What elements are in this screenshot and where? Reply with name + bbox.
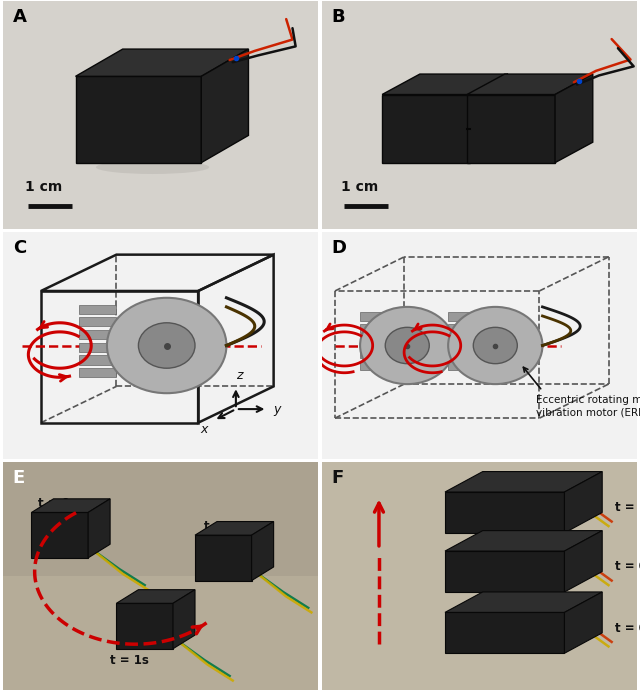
Polygon shape: [79, 330, 116, 339]
Polygon shape: [79, 343, 116, 352]
Ellipse shape: [474, 328, 517, 363]
Text: t = 0.5s: t = 0.5s: [615, 560, 640, 574]
Polygon shape: [448, 324, 479, 333]
Polygon shape: [31, 499, 110, 513]
Text: C: C: [13, 239, 26, 257]
Polygon shape: [195, 535, 252, 580]
Text: E: E: [13, 469, 25, 487]
Polygon shape: [360, 337, 392, 346]
Polygon shape: [445, 612, 564, 653]
Text: F: F: [332, 469, 344, 487]
Text: t = 1s: t = 1s: [615, 502, 640, 514]
Ellipse shape: [96, 160, 209, 174]
Polygon shape: [470, 74, 508, 162]
Polygon shape: [31, 513, 88, 558]
Bar: [3, 462, 317, 576]
Polygon shape: [382, 74, 508, 95]
Polygon shape: [116, 589, 195, 603]
Polygon shape: [448, 350, 479, 358]
Text: 1 cm: 1 cm: [341, 180, 378, 194]
Ellipse shape: [107, 298, 227, 393]
Polygon shape: [202, 49, 248, 162]
Polygon shape: [360, 350, 392, 358]
Ellipse shape: [360, 307, 454, 384]
Polygon shape: [76, 76, 202, 162]
Text: z: z: [236, 369, 243, 382]
Text: t = 0: t = 0: [38, 497, 70, 510]
Polygon shape: [564, 471, 602, 533]
Polygon shape: [564, 592, 602, 653]
Polygon shape: [173, 589, 195, 649]
Polygon shape: [79, 317, 116, 326]
Polygon shape: [79, 305, 116, 314]
Polygon shape: [445, 592, 602, 612]
Text: Eccentric rotating mass
vibration motor (ERM): Eccentric rotating mass vibration motor …: [536, 395, 640, 417]
Text: A: A: [13, 8, 26, 26]
Text: t = 1s: t = 1s: [109, 654, 148, 667]
Polygon shape: [448, 362, 479, 370]
Text: 1 cm: 1 cm: [25, 180, 63, 194]
Text: t = 0: t = 0: [615, 622, 640, 635]
Text: t = 2s: t = 2s: [204, 520, 243, 533]
Ellipse shape: [385, 328, 429, 363]
Polygon shape: [116, 603, 173, 649]
Polygon shape: [79, 368, 116, 377]
Polygon shape: [445, 551, 564, 592]
Polygon shape: [467, 95, 555, 162]
Text: B: B: [332, 8, 346, 26]
Polygon shape: [445, 471, 602, 492]
Polygon shape: [76, 49, 248, 76]
Polygon shape: [195, 522, 274, 535]
Polygon shape: [564, 531, 602, 592]
Polygon shape: [360, 362, 392, 370]
Text: y: y: [274, 403, 281, 415]
Polygon shape: [252, 522, 274, 580]
Polygon shape: [467, 74, 593, 95]
Text: x: x: [200, 423, 207, 436]
Ellipse shape: [138, 323, 195, 368]
Polygon shape: [445, 492, 564, 533]
Polygon shape: [360, 312, 392, 321]
Polygon shape: [382, 95, 470, 162]
Polygon shape: [79, 355, 116, 365]
Polygon shape: [555, 74, 593, 162]
Polygon shape: [88, 499, 110, 558]
Polygon shape: [448, 312, 479, 321]
Polygon shape: [360, 324, 392, 333]
Polygon shape: [448, 337, 479, 346]
Polygon shape: [445, 531, 602, 551]
Text: D: D: [332, 239, 347, 257]
Ellipse shape: [448, 307, 543, 384]
